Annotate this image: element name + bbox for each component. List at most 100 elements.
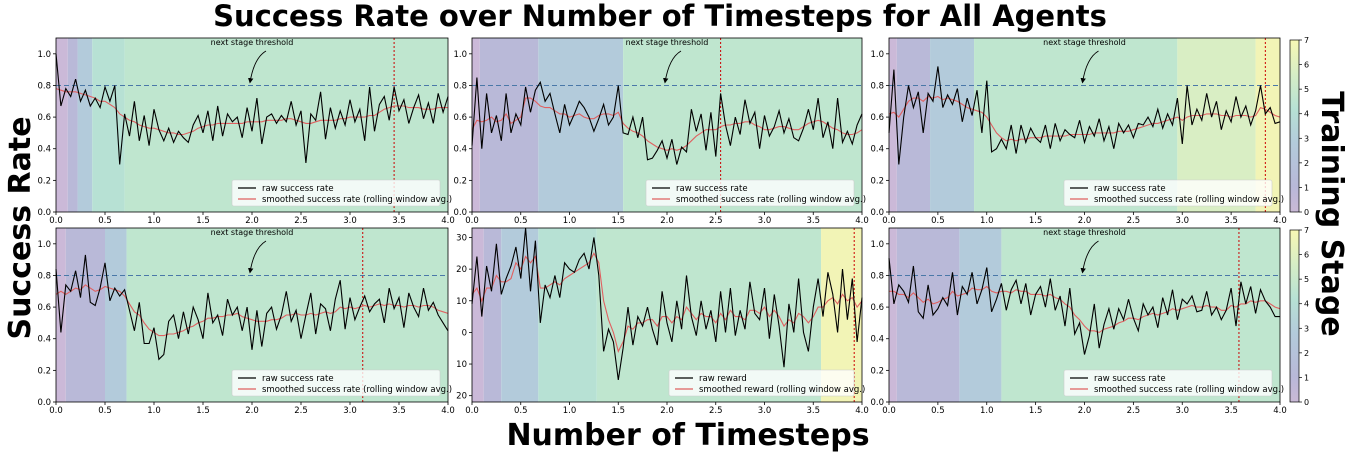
- y-tick-label: 20: [456, 392, 467, 402]
- x-tick-label: 3.5: [1224, 216, 1238, 226]
- stage-band: [56, 38, 68, 212]
- legend-smoothed-label: smoothed success rate (rolling window av…: [676, 195, 866, 205]
- y-tick-label: 0.8: [870, 81, 884, 91]
- x-tick-label: 2.5: [1127, 406, 1141, 416]
- y-tick-label: 10: [456, 297, 467, 307]
- y-tick-label: 10: [456, 360, 467, 370]
- stage-band: [501, 228, 539, 402]
- threshold-annotation: next stage threshold: [211, 228, 294, 237]
- smoothed-series-line: [55, 284, 449, 337]
- panel-top-right: next stage threshold 0.0 0.5 1.0 1.5 2.0 2.5 3.…: [870, 37, 1287, 226]
- x-tick-label: 0.0: [465, 406, 479, 416]
- stage-band: [896, 38, 931, 212]
- panel-top-left: next stage threshold 0.0 0.5 1.0 1.5 2.0 2.5 3.…: [37, 37, 455, 226]
- smoothed-series-line: [471, 97, 863, 151]
- annotation-arrow: [1080, 240, 1099, 274]
- x-tick-label: 2.0: [660, 216, 674, 226]
- stage-band: [92, 38, 125, 212]
- x-tick-label: 2.0: [660, 406, 674, 416]
- y-tick-label: 0: [462, 328, 467, 338]
- raw-series-line: [471, 77, 863, 165]
- legend-raw-label: raw success rate: [1094, 374, 1166, 384]
- x-tick-label: 1.5: [611, 216, 625, 226]
- colorbar-tick-label: 2: [1304, 349, 1309, 358]
- y-tick-label: 1.0: [870, 50, 884, 60]
- legend-box: [668, 369, 855, 397]
- raw-series-line: [55, 254, 449, 361]
- colorbar-label: Training Stage: [1314, 91, 1349, 336]
- x-tick-label: 1.5: [1029, 216, 1043, 226]
- y-tick-label: 0.2: [870, 366, 884, 376]
- colorbar-tick-label: 4: [1304, 110, 1309, 119]
- stage-band: [889, 228, 897, 402]
- y-tick-label: 0.2: [870, 176, 884, 186]
- x-tick-label: 3.5: [806, 406, 820, 416]
- x-tick-label: 1.5: [196, 406, 210, 416]
- x-tick-label: 3.0: [1175, 406, 1189, 416]
- figure-title: Success Rate over Number of Timesteps fo…: [213, 0, 1107, 33]
- legend-raw-label: raw reward: [699, 374, 747, 384]
- stage-band: [67, 38, 78, 212]
- panel-bottom-left: next stage threshold 0.0 0.5 1.0 1.5 2.0 2.5 3.…: [37, 227, 455, 416]
- stage-band: [896, 228, 960, 402]
- stage-band: [479, 38, 539, 212]
- y-tick-label: 0.6: [870, 113, 884, 123]
- x-tick-label: 4.0: [1273, 216, 1287, 226]
- colorbar-tick-label: 0: [1304, 208, 1309, 217]
- x-tick-label: 2.5: [1127, 216, 1141, 226]
- y-tick-label: 0.0: [37, 398, 51, 408]
- raw-series-line: [888, 66, 1281, 165]
- y-tick-label: 0.8: [453, 81, 467, 91]
- x-tick-label: 0.5: [98, 216, 112, 226]
- x-tick-label: 2.0: [245, 406, 259, 416]
- y-tick-label: 0.0: [37, 208, 51, 218]
- x-tick-label: 3.5: [392, 406, 406, 416]
- stage-band: [483, 228, 502, 402]
- colorbar: 0 1 2 3 4 5 6 7: [1289, 226, 1309, 407]
- y-tick-label: 0.4: [870, 335, 884, 345]
- stage-band: [930, 38, 975, 212]
- y-tick-label: 0.4: [870, 145, 884, 155]
- x-tick-label: 3.0: [758, 216, 772, 226]
- raw-series-line: [471, 227, 863, 380]
- colorbar-tick-label: 0: [1304, 398, 1309, 407]
- stage-band: [472, 228, 484, 402]
- figure-ylabel: Success Rate: [3, 116, 38, 339]
- legend-smoothed-label: smoothed success rate (rolling window av…: [262, 195, 452, 205]
- legend-raw-label: raw success rate: [262, 184, 334, 194]
- y-tick-label: 0.6: [37, 303, 51, 313]
- y-tick-label: 30: [456, 233, 467, 243]
- x-tick-label: 1.0: [980, 216, 994, 226]
- x-tick-label: 3.0: [1175, 216, 1189, 226]
- colorbar-tick-label: 7: [1304, 36, 1309, 45]
- x-tick-label: 4.0: [441, 216, 455, 226]
- smoothed-series-line: [889, 285, 1281, 334]
- colorbar-tick-label: 1: [1304, 183, 1309, 192]
- colorbar-tick-label: 3: [1304, 324, 1309, 333]
- panel-top-middle: next stage threshold 0.0 0.5 1.0 1.5 2.0 2.5 3.…: [453, 37, 869, 226]
- x-tick-label: 0.5: [514, 216, 528, 226]
- stage-band: [538, 228, 597, 402]
- x-tick-label: 1.5: [611, 406, 625, 416]
- x-tick-label: 0.5: [514, 406, 528, 416]
- x-tick-label: 1.0: [980, 406, 994, 416]
- colorbar-gradient: [1289, 39, 1300, 213]
- colorbar-tick-label: 4: [1304, 300, 1309, 309]
- y-tick-label: 0.4: [453, 145, 467, 155]
- x-tick-label: 3.0: [343, 216, 357, 226]
- x-tick-label: 2.0: [1078, 216, 1092, 226]
- x-tick-label: 3.5: [806, 216, 820, 226]
- y-tick-label: 0.8: [37, 81, 51, 91]
- annotation-arrow: [1080, 50, 1099, 84]
- threshold-annotation: next stage threshold: [1043, 228, 1126, 237]
- x-tick-label: 2.0: [245, 216, 259, 226]
- y-tick-label: 0.0: [870, 208, 884, 218]
- y-tick-label: 1.0: [870, 240, 884, 250]
- x-tick-label: 1.0: [563, 406, 577, 416]
- annotation-arrow: [248, 240, 267, 274]
- colorbars: 0 1 2 3 4 5 6 7 0 1 2 3 4 5 6 7: [1289, 36, 1309, 407]
